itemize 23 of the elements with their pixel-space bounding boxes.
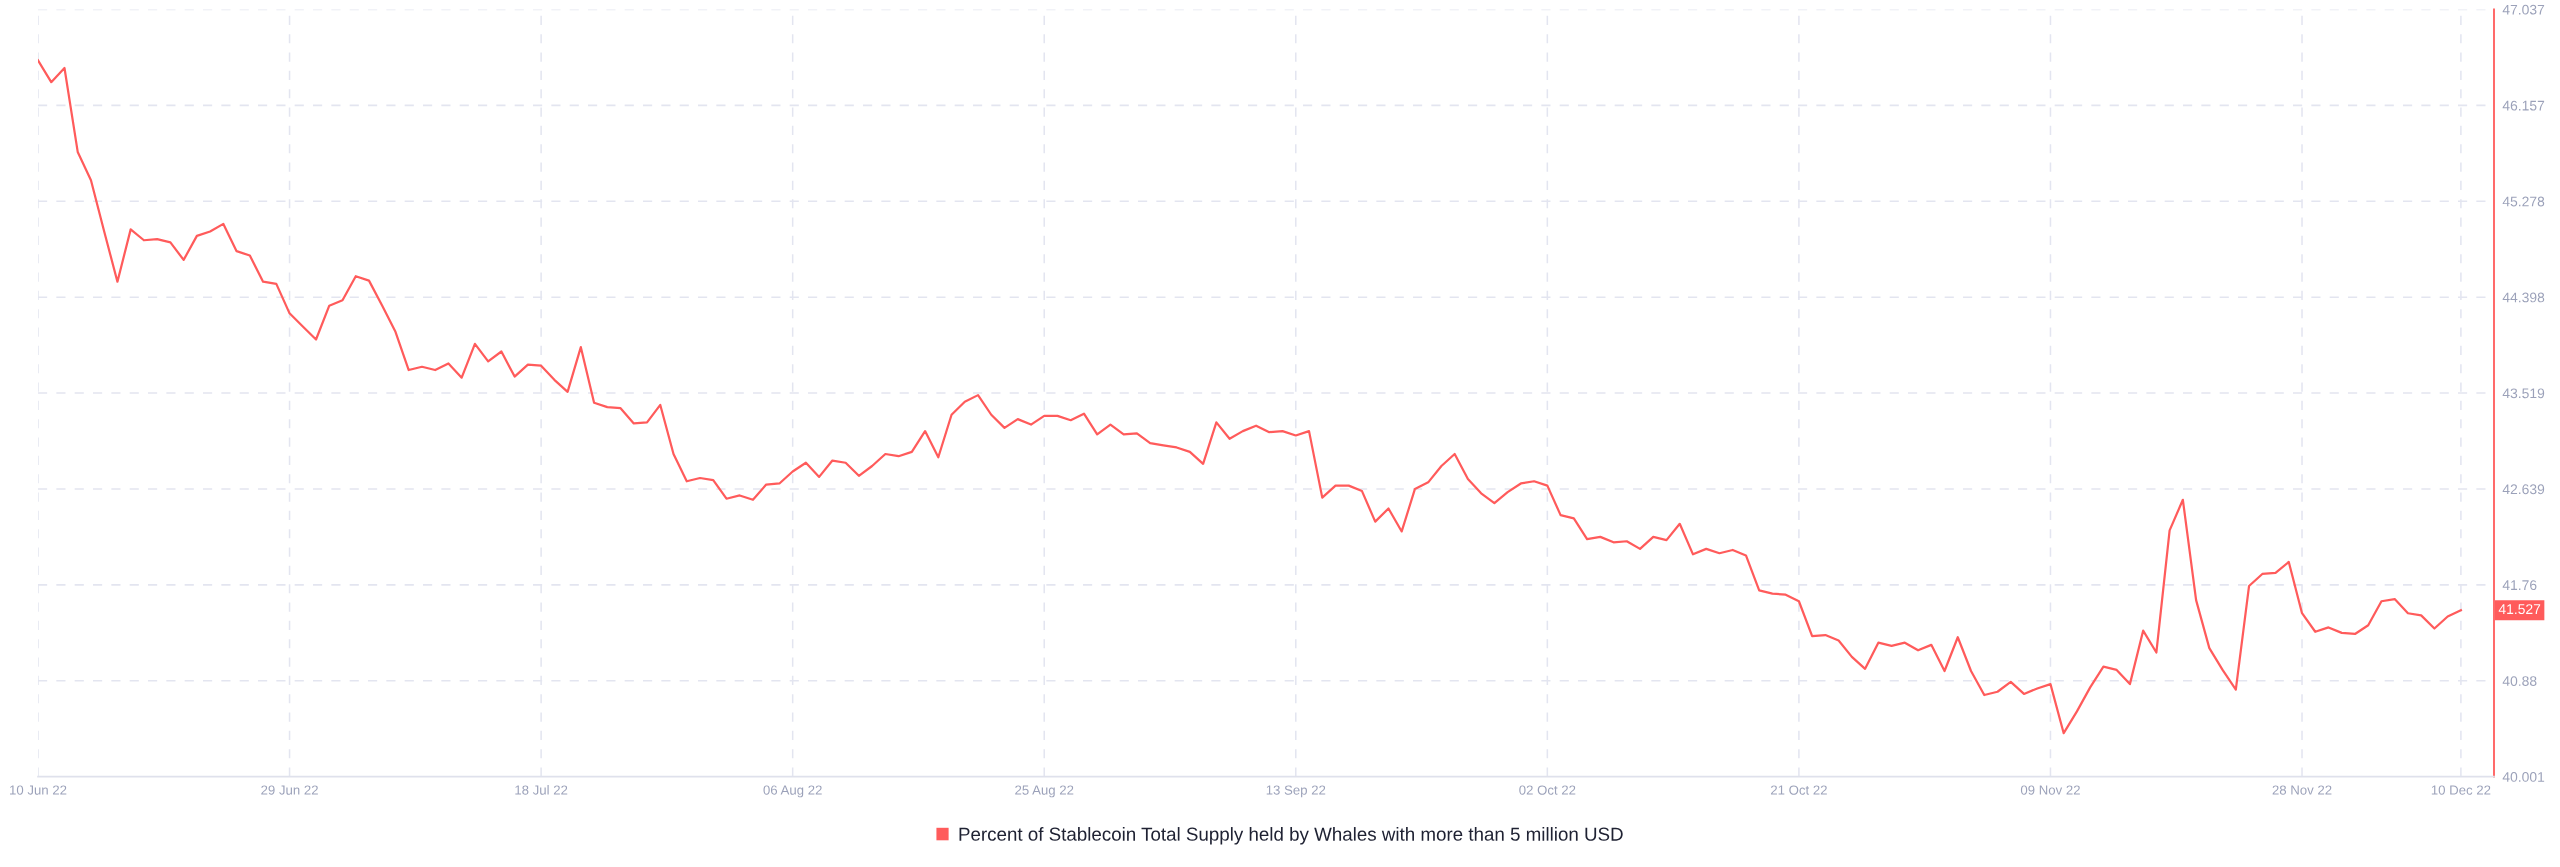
y-tick-label: 40.001: [2502, 772, 2545, 782]
x-tick-label: 06 Aug 22: [763, 785, 822, 798]
x-tick-label: 18 Jul 22: [515, 785, 568, 795]
y-tick-label: 47.037: [2502, 4, 2545, 15]
y-tick-label: 41.76: [2502, 580, 2537, 591]
line-series: [38, 59, 2463, 735]
x-tick-label: 29 Jun 22: [261, 785, 318, 795]
annotation: 41.527: [2498, 604, 2541, 615]
x-tick-label: 21 Oct 22: [1770, 785, 1827, 795]
x-tick-label: 10 Jun 22: [10, 785, 67, 795]
y-tick-label: 42.639: [2502, 484, 2545, 495]
y-tick-label: 44.398: [2502, 292, 2545, 303]
x-tick-label: 02 Oct 22: [1519, 785, 1576, 795]
x-tick-label: 13 Sep 22: [1266, 785, 1326, 798]
x-tick-label: 09 Nov 22: [2020, 785, 2080, 795]
y-tick-label: 45.278: [2502, 196, 2545, 207]
legend-label: Percent of Stablecoin Total Supply held by Whales with more than 5 million USD: [959, 827, 1623, 845]
x-tick-label: 10 Dec 22: [2431, 785, 2491, 795]
y-tick-label: 46.157: [2502, 100, 2545, 111]
y-tick-label: 40.88: [2502, 676, 2537, 687]
x-tick-label: 25 Aug 22: [1015, 785, 1074, 798]
y-tick-label: 43.519: [2502, 388, 2545, 399]
x-tick-label: 28 Nov 22: [2272, 785, 2332, 795]
